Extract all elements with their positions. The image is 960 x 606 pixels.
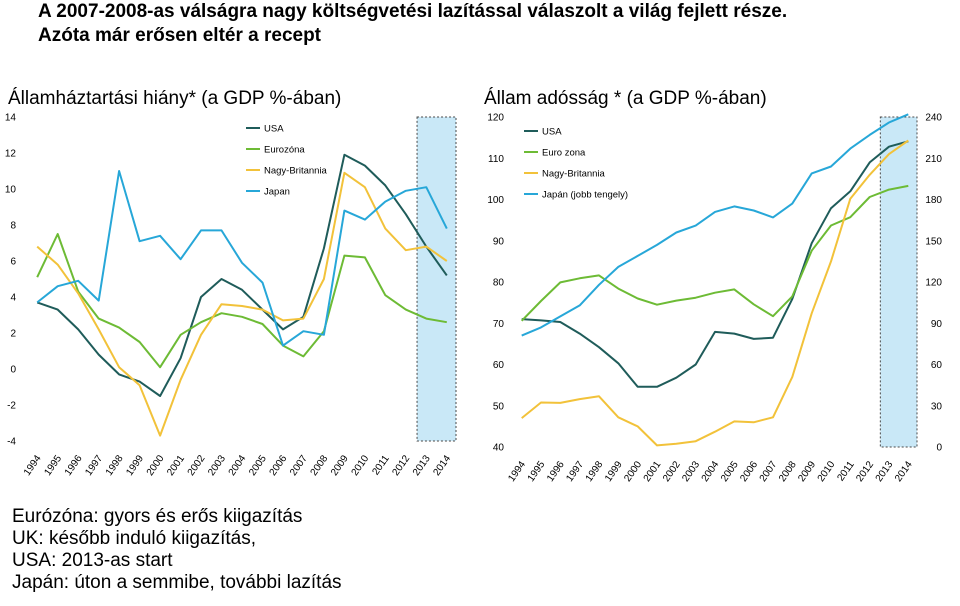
debt-x-tick-label: 1998 <box>584 459 606 484</box>
debt-legend-label: Euro zona <box>542 148 586 159</box>
note-uk: UK: később induló kiigazítás, <box>12 528 256 549</box>
debt-y-tick-label: 110 <box>488 154 504 165</box>
debt-x-tick-label: 2005 <box>719 459 741 484</box>
debt-y-tick-label: 50 <box>493 401 505 412</box>
debt-x-tick-label: 1997 <box>564 459 586 484</box>
debt-x-tick-label: 2002 <box>661 459 683 484</box>
debt-x-tick-label: 2006 <box>738 459 760 484</box>
deficit-highlight-band <box>416 116 457 442</box>
deficit-series-nagy-britannia <box>36 171 448 437</box>
deficit-y-tick-label: -4 <box>7 437 16 448</box>
debt-x-tick-label: 2013 <box>874 459 896 484</box>
debt-y2-tick-label: 240 <box>925 113 942 124</box>
deficit-y-tick-label: 10 <box>5 185 17 196</box>
main-title-line1: A 2007-2008-as válságra nagy költségveté… <box>38 1 788 22</box>
deficit-series-usa <box>36 153 448 397</box>
deficit-legend-label: USA <box>264 124 284 135</box>
debt-y2-tick-label: 90 <box>931 319 943 330</box>
debt-x-tick-label: 1995 <box>526 459 548 484</box>
debt-y-tick-label: 120 <box>487 113 504 124</box>
debt-y-tick-label: 100 <box>487 195 504 206</box>
debt-highlight-band <box>879 116 918 448</box>
debt-y-tick-label: 80 <box>493 278 505 289</box>
debt-y-tick-label: 60 <box>493 360 505 371</box>
deficit-y-tick-label: 8 <box>10 221 16 232</box>
debt-x-tick-label: 2003 <box>680 459 702 484</box>
deficit-y-tick-label: 4 <box>10 293 16 304</box>
deficit-y-tick-label: 2 <box>10 329 16 340</box>
debt-legend-label: Nagy-Britannia <box>542 169 606 180</box>
debt-x-tick-label: 2011 <box>835 459 857 483</box>
deficit-chart-title: Államháztartási hiány* (a GDP %-ában) <box>8 88 342 109</box>
debt-series-jap-n-jobb-tengely- <box>521 113 909 337</box>
deficit-y-tick-label: 0 <box>10 365 16 376</box>
debt-y2-tick-label: 0 <box>936 443 942 454</box>
note-usa: USA: 2013-as start <box>12 550 173 571</box>
deficit-y-tick-label: 14 <box>5 113 17 124</box>
debt-x-tick-label: 2001 <box>642 459 664 484</box>
debt-series-usa <box>521 140 909 388</box>
deficit-legend-label: Japan <box>264 187 290 198</box>
deficit-legend-label: Nagy-Britannia <box>264 166 328 177</box>
deficit-series-euroz-na <box>36 233 447 369</box>
debt-series-euro-zona <box>520 184 909 322</box>
debt-x-tick-label: 2009 <box>796 459 818 484</box>
debt-x-tick-label: 2000 <box>622 459 644 484</box>
debt-x-tick-label: 2010 <box>816 459 838 484</box>
debt-y2-tick-label: 150 <box>925 236 942 247</box>
debt-y2-tick-label: 210 <box>925 154 942 165</box>
debt-y2-tick-label: 30 <box>931 401 943 412</box>
debt-legend-label: USA <box>542 127 562 138</box>
debt-x-tick-label: 1996 <box>545 459 567 484</box>
debt-legend-label: Japán (jobb tengely) <box>542 190 628 201</box>
debt-y-tick-label: 70 <box>493 319 505 330</box>
debt-y2-tick-label: 60 <box>931 360 943 371</box>
conclusion-notes: Eurózóna: gyors és erős kiigazítás UK: k… <box>12 506 342 594</box>
debt-x-tick-label: 1994 <box>506 459 528 484</box>
debt-y-tick-label: 40 <box>493 443 505 454</box>
note-japan: Japán: úton a semmibe, további lazítás <box>12 572 342 593</box>
deficit-series-japan <box>36 170 448 347</box>
debt-chart-title: Állam adósság * (a GDP %-ában) <box>484 88 767 109</box>
deficit-y-tick-label: 6 <box>10 257 16 268</box>
debt-x-tick-label: 1999 <box>603 459 625 484</box>
debt-x-tick-label: 2007 <box>758 459 780 484</box>
debt-x-tick-label: 2008 <box>777 459 799 484</box>
main-title-line2: Azóta már erősen eltér a recept <box>38 25 322 46</box>
debt-x-tick-label: 2004 <box>700 459 722 484</box>
debt-x-tick-label: 2014 <box>893 459 915 484</box>
debt-y-tick-label: 90 <box>493 236 505 247</box>
debt-series-nagy-britannia <box>521 139 909 447</box>
deficit-y-tick-label: -2 <box>7 401 16 412</box>
note-eurozone: Eurózóna: gyors és erős kiigazítás <box>12 506 303 527</box>
deficit-legend-label: Eurozóna <box>264 145 305 156</box>
debt-y2-tick-label: 120 <box>925 278 942 289</box>
debt-x-tick-label: 2012 <box>854 459 876 484</box>
debt-y2-tick-label: 180 <box>925 195 942 206</box>
deficit-y-tick-label: 12 <box>5 149 17 160</box>
